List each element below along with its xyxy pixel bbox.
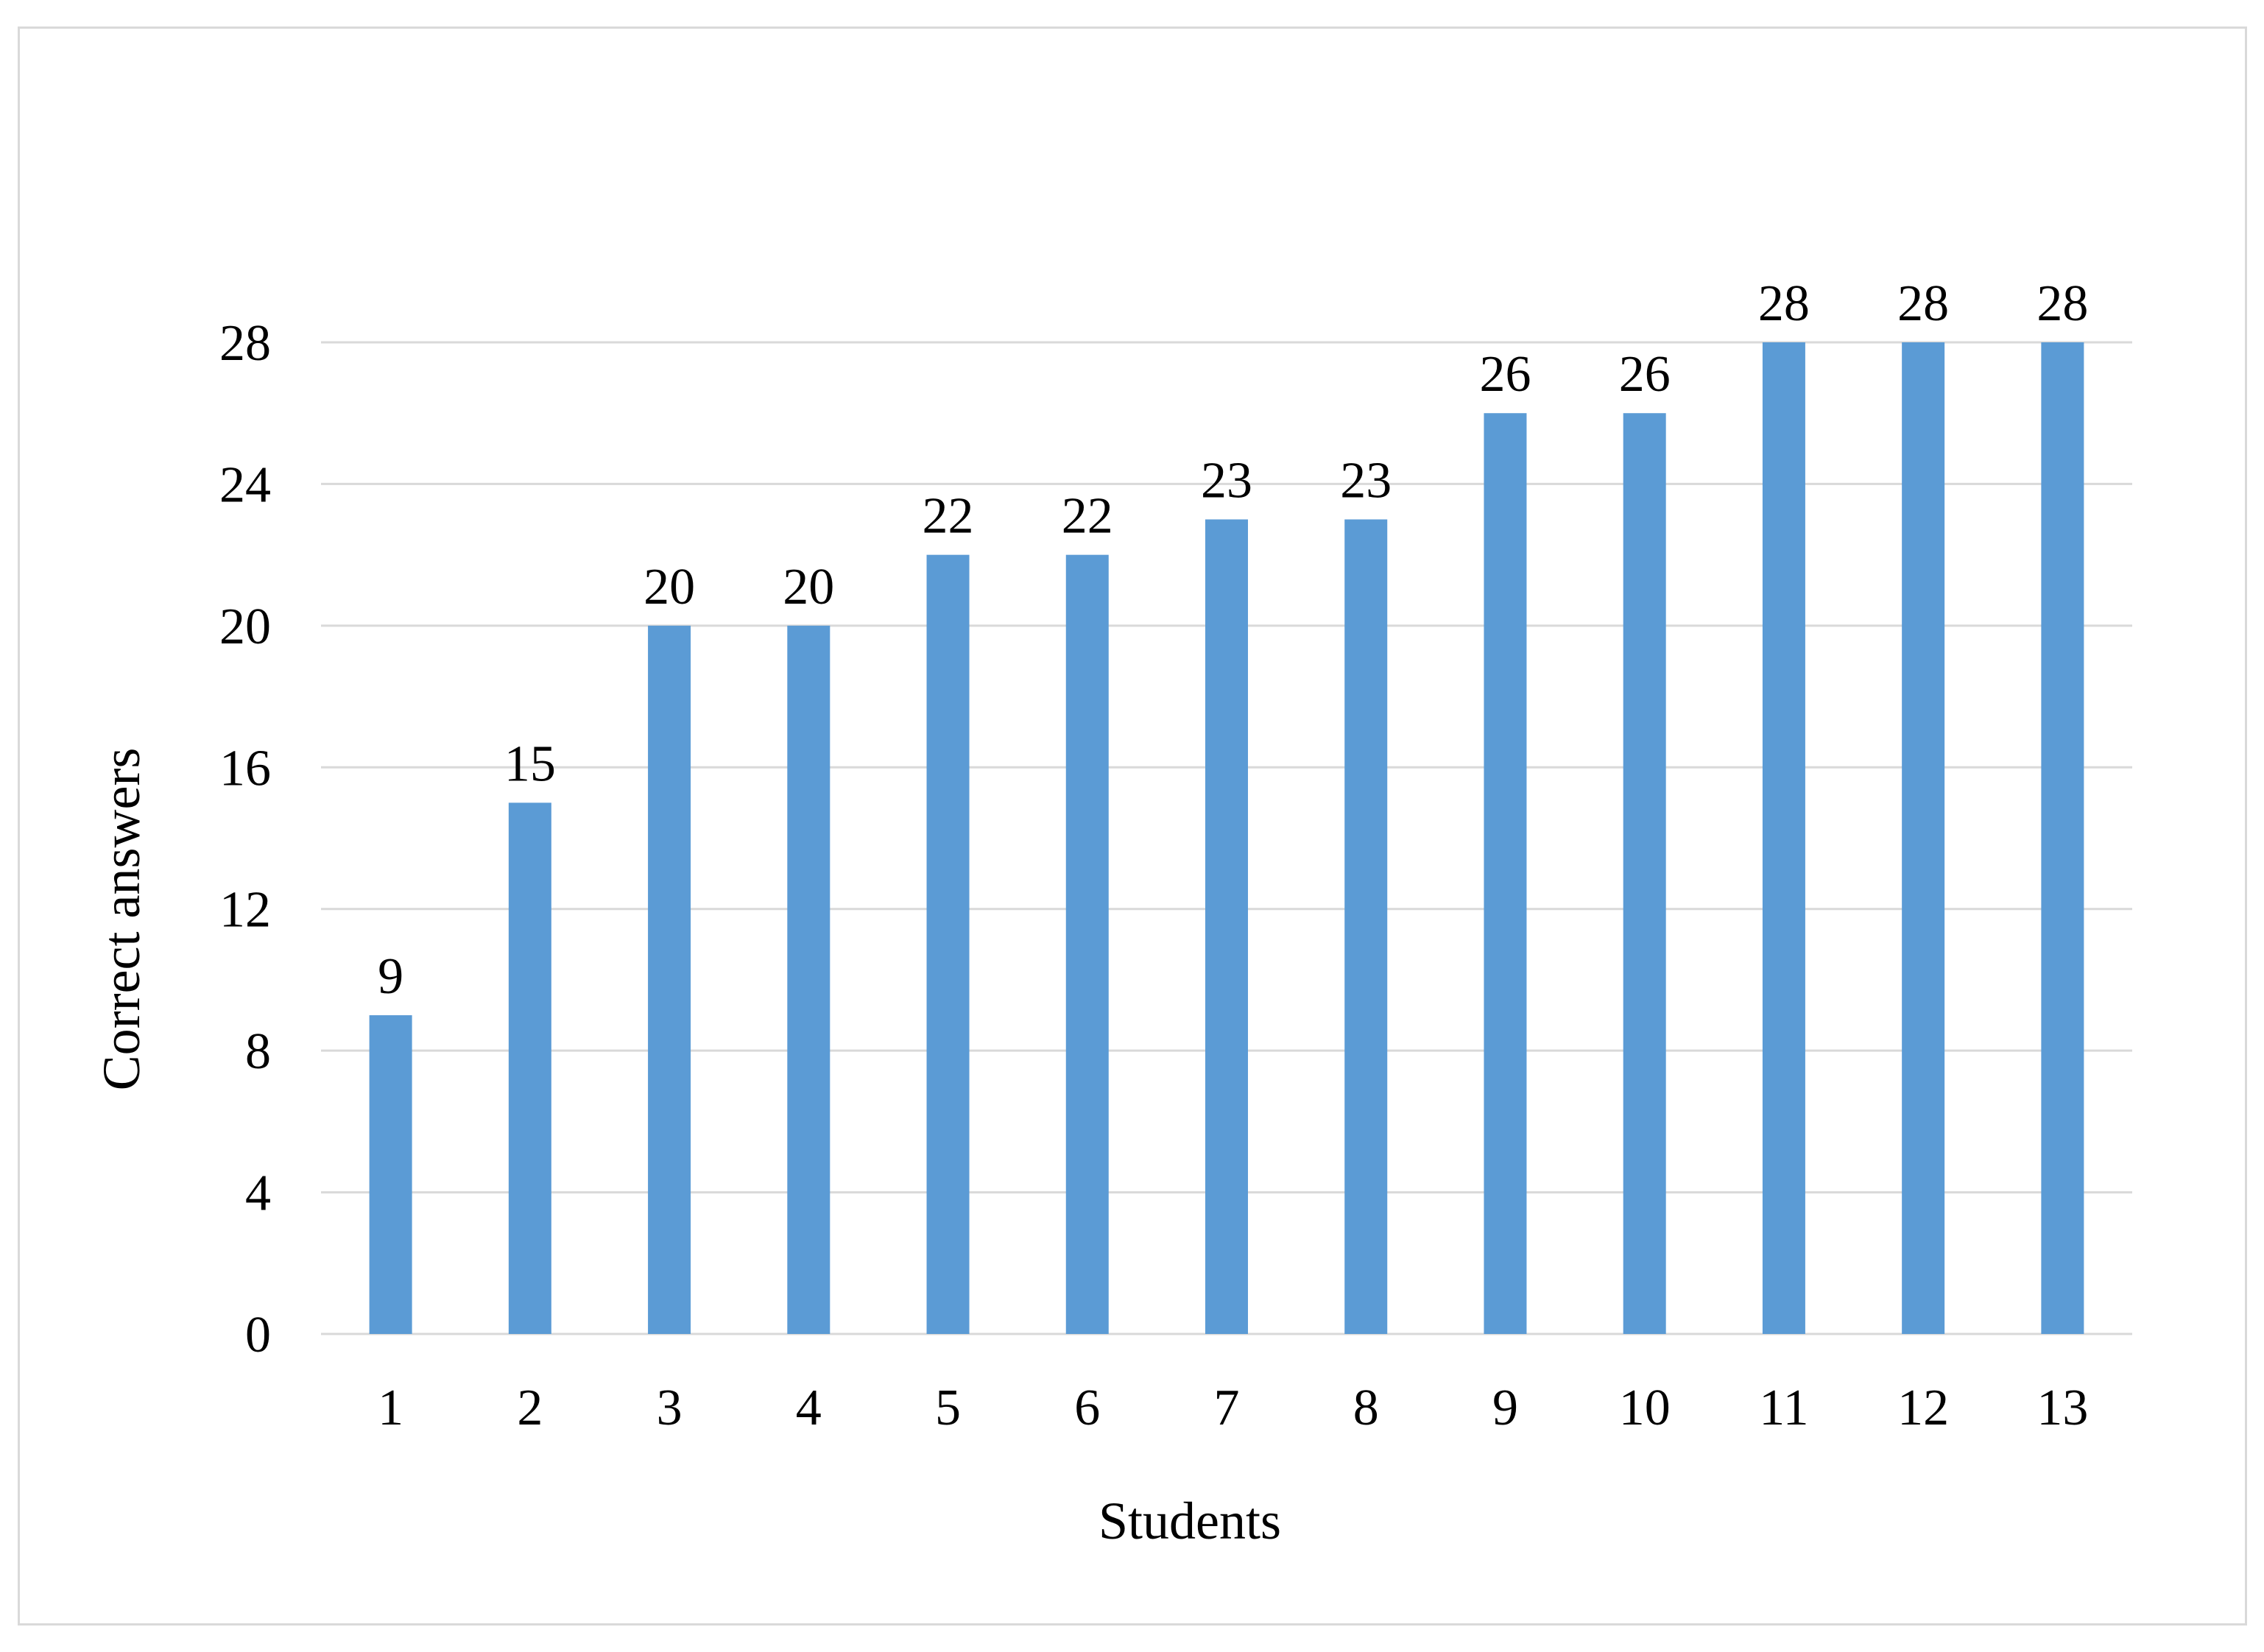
x-tick-label: 1 [378,1380,403,1436]
x-tick-label: 8 [1353,1380,1379,1436]
bar-value-label: 28 [1758,275,1810,332]
x-axis-ticks: 1 2 3 4 5 6 7 8 9 10 11 12 13 [378,1380,2088,1436]
y-tick-label: 16 [219,740,271,797]
bar-value-label: 15 [504,735,556,792]
y-tick-label: 12 [219,882,271,939]
bar [508,802,551,1334]
bar-value-label: 28 [1897,275,1949,332]
y-tick-label: 20 [219,599,271,655]
y-axis-title: Correct answers [92,748,151,1091]
y-tick-label: 8 [245,1023,271,1080]
y-tick-label: 0 [245,1307,271,1363]
bar [1344,519,1388,1335]
y-tick-label: 24 [219,456,271,513]
bar-value-label: 9 [378,948,403,1005]
data-labels: 9 15 20 20 22 22 23 23 26 26 28 28 28 [378,275,2088,1005]
bars [369,342,2084,1335]
x-tick-label: 6 [1074,1380,1100,1436]
y-axis-ticks: 0 4 8 12 16 20 24 28 [219,315,271,1363]
x-tick-label: 4 [796,1380,822,1436]
bar [1205,519,1248,1335]
bar-value-label: 20 [643,559,695,615]
x-tick-label: 5 [935,1380,961,1436]
y-tick-label: 4 [245,1165,271,1222]
bar [369,1015,412,1334]
bar-value-label: 26 [1619,346,1671,403]
bar [787,625,831,1334]
x-tick-label: 7 [1214,1380,1240,1436]
bar [1484,413,1527,1334]
bar [926,554,970,1335]
y-tick-label: 28 [219,315,271,372]
bar [2041,342,2084,1334]
bar-value-label: 26 [1479,346,1531,403]
bar-value-label: 23 [1340,453,1392,509]
x-tick-label: 13 [2036,1380,2088,1436]
bar [1623,413,1666,1334]
bar-value-label: 20 [783,559,834,615]
x-tick-label: 10 [1619,1380,1671,1436]
bar [1065,554,1109,1335]
bar-value-label: 22 [1062,488,1113,545]
bar [1762,342,1805,1334]
x-axis-title: Students [1099,1492,1281,1550]
x-tick-label: 2 [517,1380,543,1436]
bar-value-label: 22 [923,488,974,545]
bar-value-label: 23 [1201,453,1252,509]
bar-value-label: 28 [2036,275,2088,332]
chart-frame [18,27,2247,1625]
x-tick-label: 11 [1759,1380,1808,1436]
x-tick-label: 12 [1897,1380,1949,1436]
bar [648,625,691,1334]
x-tick-label: 3 [657,1380,683,1436]
x-tick-label: 9 [1492,1380,1518,1436]
bar [1902,342,1945,1334]
